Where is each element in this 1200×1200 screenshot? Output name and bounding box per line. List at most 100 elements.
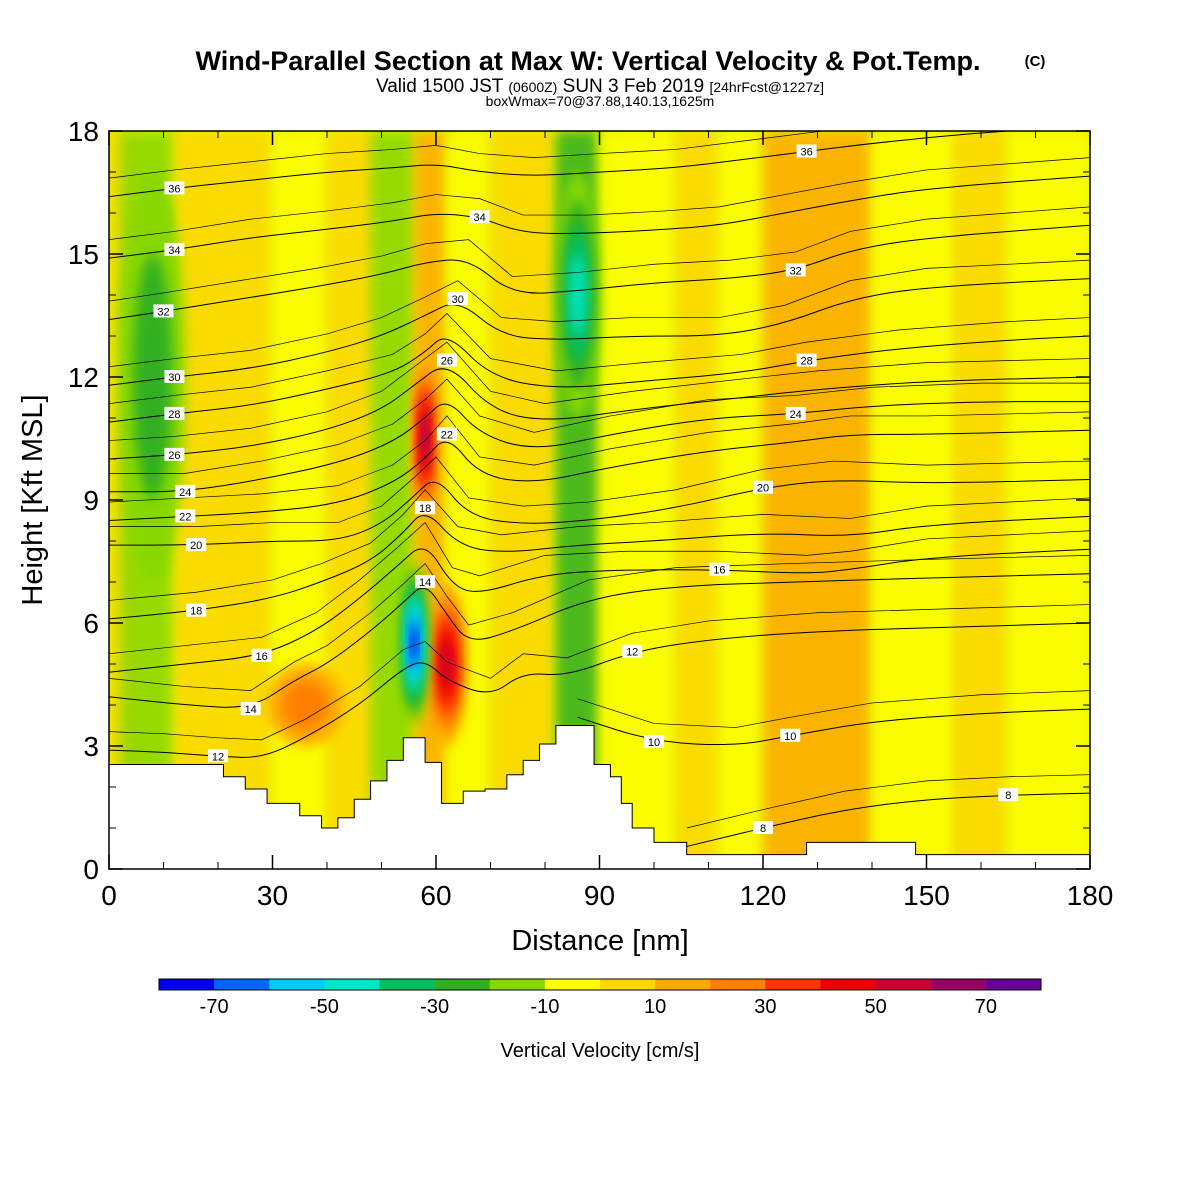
w-band [174,131,273,869]
colorbar-swatch [159,979,215,990]
isentrope-label: 36 [796,144,817,159]
svg-text:26: 26 [168,450,180,462]
colorbar-swatch [544,979,601,990]
isentrope-minor-line [109,456,1090,527]
w-band [272,131,327,869]
svg-text:14: 14 [419,577,431,589]
isentrope-label: 36 [164,181,185,195]
colorbar-swatch [985,979,1042,990]
isentrope-label: 20 [186,538,207,552]
x-axis-title: Distance [nm] [511,925,688,957]
isentrope-label: 16 [709,562,730,577]
w-feature [441,641,453,687]
box-max-info: boxWmax=70@37.88,140.13,1625m [486,93,715,109]
isentrope-minor-line [109,341,1090,441]
colorbar-tick-label: -50 [310,996,339,1018]
y-tick-label: 6 [83,608,99,639]
isentrope-label: 26 [164,447,185,462]
isentrope-minor-line [109,489,1090,601]
colorbar: -70 -50 -30 -10 10 30 50 70 [158,978,1042,1018]
isentrope-label: 16 [251,648,272,663]
colorbar-tick-label: -30 [420,996,449,1018]
svg-text:12: 12 [626,647,638,659]
x-tick-label: 60 [420,880,451,911]
colorbar-swatch [710,979,766,990]
isentrope-line [109,131,1009,198]
x-tick-label: 0 [101,880,117,911]
svg-text:8: 8 [1005,790,1011,802]
isentrope-label: 22 [175,509,196,523]
isentrope-label: 22 [436,427,457,441]
isentrope-line [109,573,1090,708]
isentrope-label: 32 [785,263,806,277]
isentrope-line [686,792,1090,847]
y-axis-title: Height [Kft MSL] [17,394,49,605]
isentrope-line [109,515,1090,620]
svg-text:24: 24 [179,487,191,499]
potential-temperature-contours [109,131,1090,847]
colorbar-swatch [214,979,270,990]
w-feature [282,680,329,730]
x-tick-label: 120 [740,880,787,911]
isentrope-line [109,335,1090,423]
y-tick-label: 3 [83,731,99,762]
isentrope-label: 10 [780,728,801,743]
isentrope-label: 8 [998,788,1019,802]
y-tick-label: 15 [68,239,99,270]
isentrope-minor-line [577,690,1090,728]
svg-text:10: 10 [648,737,660,749]
svg-text:26: 26 [441,356,453,368]
svg-text:10: 10 [784,731,796,743]
isentrope-line [577,708,1090,746]
y-tick-label: 18 [68,116,99,147]
colorbar-swatch [600,979,656,990]
y-tick-label: 9 [83,485,99,516]
colorbar-swatch [930,979,987,990]
plot-area: 8 8 10 10 12 12 14 14 16 16 18 18 20 20 22 22 24 24 26 26 28… [109,131,1090,869]
w-band [719,131,763,869]
x-tick-label: 180 [1067,880,1114,911]
isentrope-label: 24 [175,484,196,499]
isentrope-label: 24 [785,406,806,421]
isentrope-line [109,278,1090,386]
isentrope-minor-line [109,259,1090,368]
isentrope-line [109,401,1090,493]
w-band [872,131,954,869]
w-band [599,131,676,869]
colorbar-swatch [379,979,436,990]
svg-text:8: 8 [760,823,766,835]
svg-text:30: 30 [452,294,464,306]
w-feature [422,419,428,458]
svg-text:16: 16 [713,565,725,577]
isentrope-label: 34 [164,242,185,257]
x-tick-label: 150 [903,880,950,911]
svg-text:18: 18 [190,606,202,618]
svg-text:22: 22 [179,511,191,523]
copyright-mark: (C) [1025,53,1046,70]
isentrope-minor-line [109,411,1090,503]
isentrope-label: 30 [164,370,185,384]
isentrope-label: 34 [469,210,490,224]
y-tick-label: 0 [83,854,99,885]
svg-text:36: 36 [800,147,812,159]
isentrope-label: 8 [753,821,773,835]
isentrope-label: 20 [753,480,773,495]
colorbar-swatch [820,979,877,990]
isentrope-minor-line [109,157,1090,240]
w-band [763,131,872,869]
isentrope-label: 18 [415,501,436,515]
x-tick-label: 30 [257,880,288,911]
isentrope-minor-line [109,604,1090,741]
isentrope-label: 12 [208,749,228,763]
svg-text:34: 34 [473,212,485,224]
colorbar-tick-label: 30 [754,996,776,1018]
isentrope-line [109,479,1090,546]
isentrope-minor-line [109,555,1090,692]
colorbar-tick-label: -10 [530,996,559,1018]
chart-subtitle: Valid 1500 JST (0600Z) SUN 3 Feb 2019 [2… [376,76,824,97]
vertical-velocity-field [109,131,1090,869]
w-band [675,131,720,869]
isentrope-label: 28 [796,353,817,368]
